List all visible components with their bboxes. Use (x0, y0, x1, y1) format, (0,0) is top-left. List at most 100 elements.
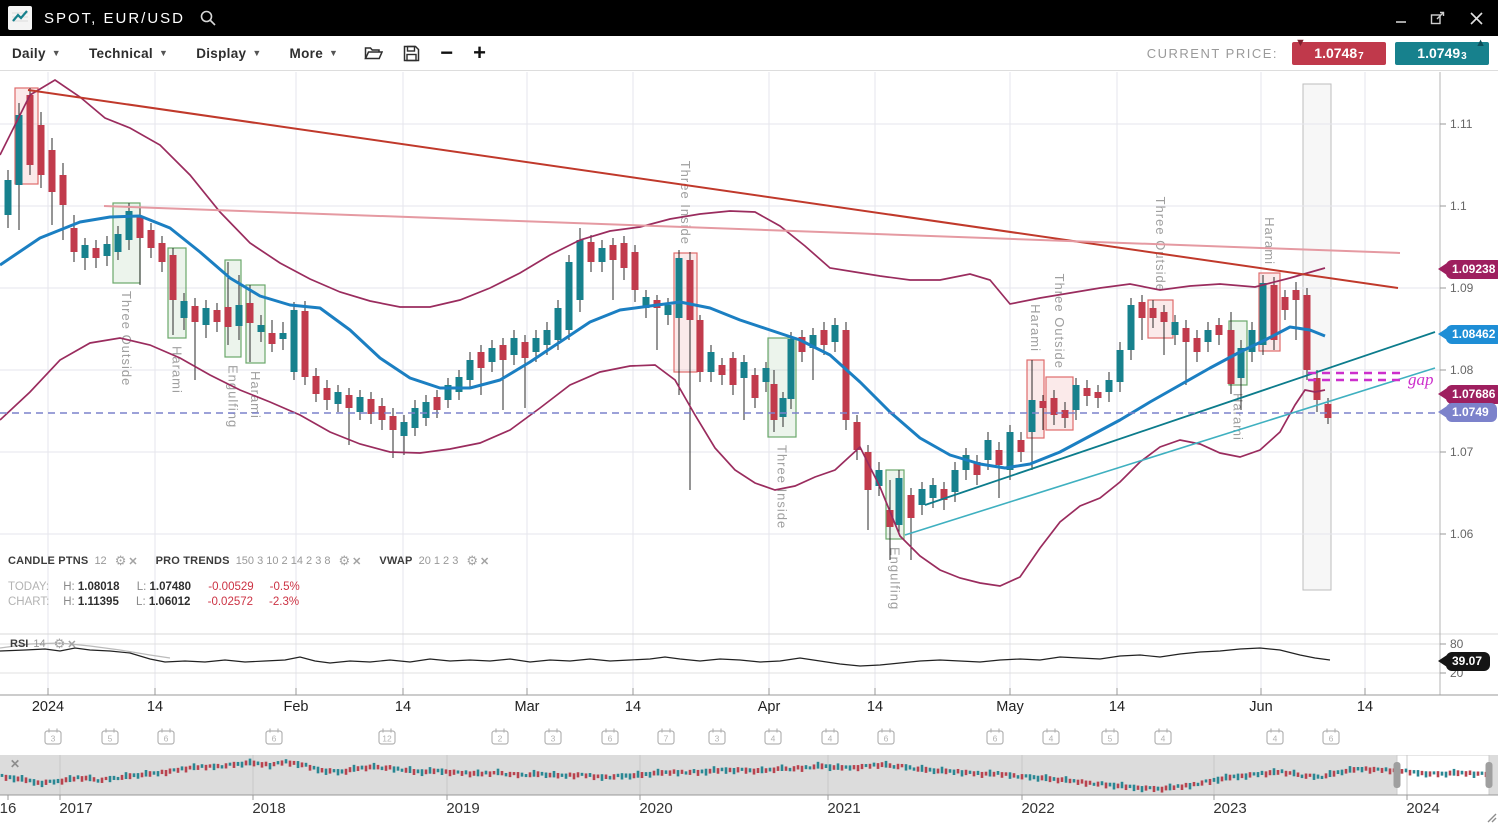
candle (686, 252, 694, 490)
svg-text:6: 6 (1329, 734, 1334, 744)
current-price-label: CURRENT PRICE: (1146, 45, 1278, 61)
trendline-support-major[interactable] (924, 331, 1436, 506)
candle (499, 338, 507, 410)
selection-handle-right[interactable] (1485, 762, 1493, 788)
close-icon[interactable]: ✕ (352, 555, 362, 568)
resize-grip[interactable] (1487, 813, 1497, 823)
candle (1072, 378, 1080, 420)
close-button[interactable] (1469, 11, 1484, 26)
time-axis-label: 14 (1109, 699, 1125, 715)
candle (984, 432, 992, 470)
calendar-icon[interactable]: 6 (157, 728, 175, 745)
trendline-resistance-major[interactable] (27, 89, 1399, 289)
time-axis-label: Feb (284, 699, 309, 715)
candle (1138, 295, 1146, 340)
trendline-resistance-minor[interactable] (103, 205, 1401, 254)
calendar-icon[interactable]: 5 (1101, 728, 1119, 745)
candle (809, 328, 817, 380)
calendar-icon[interactable]: 4 (1154, 728, 1172, 745)
calendar-icon[interactable]: 6 (265, 728, 283, 745)
price-value-badge: 1.08462 (1437, 325, 1498, 344)
time-axis-label: 14 (147, 699, 163, 715)
candle (389, 408, 397, 458)
popout-button[interactable] (1430, 10, 1447, 26)
calendar-icon[interactable]: 3 (708, 728, 726, 745)
gear-icon[interactable]: ⚙ (53, 636, 66, 651)
rsi-smoothed-line (0, 642, 171, 659)
candle (422, 395, 430, 426)
candle (114, 226, 122, 260)
price-tick-label: 1.1 (1450, 199, 1467, 213)
candle (367, 392, 375, 424)
price-chart-canvas[interactable]: Three Outside Harami Engulfing Harami Three … (0, 72, 1498, 755)
save-icon[interactable] (403, 45, 420, 62)
calendar-icon[interactable]: 4 (1042, 728, 1060, 745)
svg-text:Three Outside: Three Outside (1052, 274, 1067, 369)
calendar-icon[interactable]: 6 (601, 728, 619, 745)
calendar-icon[interactable]: 4 (1266, 728, 1284, 745)
candle (37, 112, 45, 188)
calendar-icon[interactable]: 5 (101, 728, 119, 745)
candle (940, 482, 948, 510)
close-icon[interactable]: ✕ (480, 555, 490, 568)
trendline-support-minor[interactable] (904, 367, 1436, 536)
window-title: SPOT, EUR/USD (44, 9, 186, 27)
open-folder-icon[interactable] (364, 45, 384, 61)
candle (488, 340, 496, 372)
calendar-icon[interactable]: 6 (877, 728, 895, 745)
calendar-icon[interactable]: 7 (657, 728, 675, 745)
close-icon[interactable]: ✕ (67, 638, 77, 651)
gear-icon[interactable]: ⚙ (338, 553, 351, 568)
candle (1061, 402, 1069, 428)
svg-text:5: 5 (1108, 734, 1113, 744)
calendar-icon[interactable]: 4 (764, 728, 782, 745)
chevron-down-icon: ▼ (329, 48, 339, 58)
indicator-name: PRO TRENDS (155, 555, 230, 567)
candle (4, 170, 12, 228)
selection-handle-left[interactable] (1393, 762, 1401, 788)
overview-minimap[interactable]: ✕ 16 2017 2018 2019 2020 2021 2022 2023 2024 (0, 755, 1498, 824)
calendar-icon[interactable]: 3 (544, 728, 562, 745)
candle (962, 448, 970, 480)
indicator-name: CANDLE PTNS (8, 555, 89, 567)
menu-daily[interactable]: Daily ▼ (12, 45, 61, 61)
calendar-icon[interactable]: 3 (44, 728, 62, 745)
minimap-close-icon[interactable]: ✕ (10, 757, 20, 771)
calendar-icon[interactable]: 4 (821, 728, 839, 745)
menu-display[interactable]: Display ▼ (196, 45, 262, 61)
candle (1303, 288, 1311, 380)
calendar-icon[interactable]: 6 (986, 728, 1004, 745)
chevron-down-icon: ▼ (51, 48, 61, 58)
menu-more[interactable]: More ▼ (289, 45, 339, 61)
calendar-icon[interactable]: 6 (1322, 728, 1340, 745)
candle (246, 285, 254, 362)
candle (290, 302, 298, 380)
today-row: TODAY: H: 1.08018 L: 1.07480 -0.00529 -0.… (8, 581, 300, 593)
calendar-icon[interactable]: 2 (491, 728, 509, 745)
chevron-down-icon: ▼ (158, 48, 169, 58)
gear-icon[interactable]: ⚙ (466, 553, 478, 568)
candle (831, 318, 839, 352)
candle (400, 415, 408, 455)
candle (620, 236, 628, 280)
candle (1127, 298, 1135, 360)
search-icon[interactable] (199, 9, 217, 27)
svg-text:Engulfing: Engulfing (226, 365, 241, 428)
indicator-name: VWAP (379, 555, 413, 567)
year-label: 16 (0, 800, 16, 817)
menu-technical[interactable]: Technical ▼ (89, 45, 169, 61)
zoom-in-button[interactable]: + (473, 40, 486, 65)
svg-text:Harami: Harami (170, 346, 185, 394)
candle (477, 345, 485, 395)
zoom-out-button[interactable]: − (440, 40, 454, 65)
gear-icon[interactable]: ⚙ (114, 553, 127, 568)
bollinger-upper-line (0, 78, 1326, 308)
calendar-icon[interactable]: 12 (378, 728, 396, 745)
close-icon[interactable]: ✕ (128, 555, 138, 568)
minimize-button[interactable] (1394, 11, 1408, 25)
candle (158, 236, 166, 272)
price-value-badge: 1.07686 (1437, 385, 1498, 404)
svg-text:4: 4 (1161, 734, 1166, 744)
bollinger-lower-line (0, 337, 1326, 587)
